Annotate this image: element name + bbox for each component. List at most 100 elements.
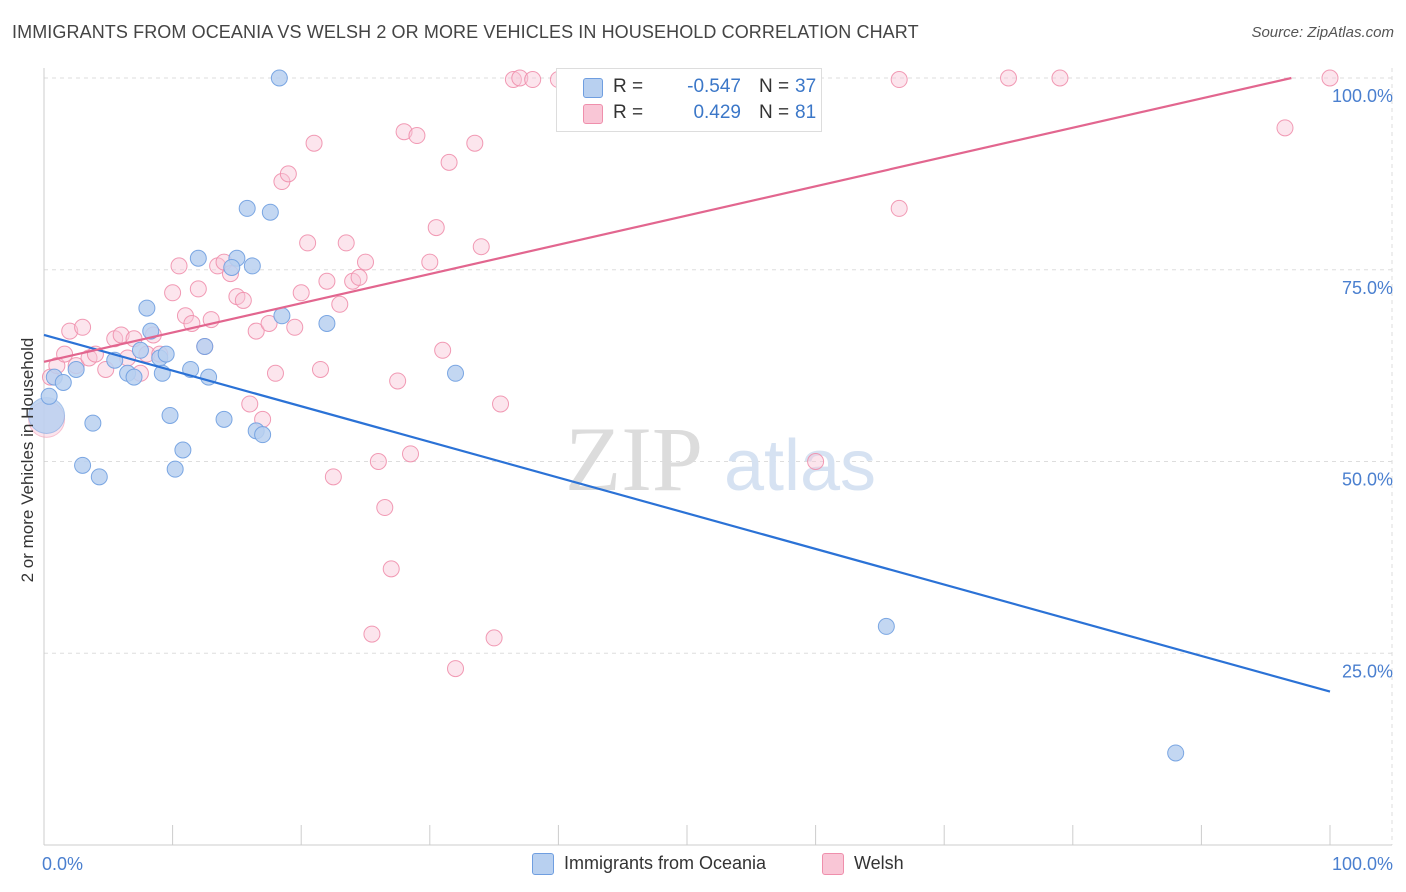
welsh-point [389,372,407,390]
oceania-point [84,414,102,432]
oceania-point [270,69,288,87]
oceania-point [54,373,72,391]
welsh-point [311,360,329,378]
welsh-point [112,326,130,344]
watermark-layer: ZIP atlas [565,408,876,510]
welsh-point [440,153,458,171]
oceania-point [223,258,241,276]
oceania-point [67,360,85,378]
welsh-point [402,445,420,463]
oceania-point [157,345,175,363]
welsh-point [382,560,400,578]
oceania-point [447,364,465,382]
oceania-point [877,617,895,635]
welsh-trend-line [43,76,1292,363]
oceania-point [215,410,233,428]
welsh-point [363,625,381,643]
welsh-point [357,253,374,271]
welsh-point [395,123,413,141]
welsh-point [427,219,445,237]
oceania-point [90,468,108,486]
welsh-point [241,395,259,413]
oceania-point [238,199,256,217]
oceania-point [196,337,214,355]
oceania-point [261,203,279,221]
welsh-point [369,453,387,470]
y-tick-label: 75.0% [1342,278,1393,298]
welsh-point [447,660,465,678]
welsh-point [492,395,510,413]
oceania-point [174,441,192,459]
oceania-point [243,257,261,275]
welsh-point [807,453,825,470]
stats-legend: R = -0.547 N = 37 R = 0.429 N = 81 [556,68,822,132]
welsh-point [292,284,310,302]
welsh-point [890,199,908,217]
oceania-swatch [583,78,603,98]
welsh-point [1321,69,1339,87]
welsh-point [331,295,349,313]
welsh-legend-swatch [822,853,844,875]
welsh-point [1051,69,1069,87]
x-tick-label: 0.0% [42,854,83,874]
watermark-zip: ZIP [565,408,703,510]
x-tick-label: 100.0% [1332,854,1393,874]
welsh-point [286,318,304,336]
source-credit: Source: ZipAtlas.com [1251,24,1394,41]
welsh-point [260,314,278,332]
tick-label-layer: 25.0% 50.0% 75.0% 100.0% 0.0% 100.0% [42,86,1393,874]
welsh-point [170,257,188,275]
oceania-point [318,314,336,332]
oceania-legend-label: Immigrants from Oceania [564,853,767,873]
oceania-trend-line [43,333,1331,693]
welsh-point [504,71,522,89]
y-tick-label: 25.0% [1342,661,1393,681]
welsh-point [324,468,342,486]
n-label: N = [759,102,790,123]
y-axis-label: 2 or more Vehicles in Household [18,337,37,583]
oceania-point [254,426,272,444]
oceania-point [142,322,160,340]
welsh-legend-label: Welsh [854,853,904,873]
oceania-point [166,460,184,478]
oceania-point [1167,744,1185,762]
y-tick-label: 100.0% [1332,86,1393,106]
welsh-point [511,69,529,87]
welsh-point [350,268,368,286]
welsh-point [1276,119,1294,137]
welsh-point [434,341,452,359]
welsh-point [376,499,394,517]
welsh-point [247,322,265,340]
welsh-point [299,234,317,252]
oceania-r-value: -0.547 [687,76,741,97]
welsh-point [524,71,542,89]
watermark-atlas: atlas [724,426,876,506]
oceania-point [161,406,179,424]
oceania-point [189,249,207,267]
oceania-point [74,456,92,474]
grid-layer [44,68,1393,845]
oceania-point [125,368,143,386]
oceania-point [131,341,149,359]
welsh-point [279,165,297,183]
n-label: N = [759,76,790,97]
oceania-legend-swatch [532,853,554,875]
welsh-point [472,238,490,256]
welsh-point [318,272,336,290]
welsh-point [890,71,908,89]
points-layer [28,69,1339,762]
oceania-point [273,307,291,325]
welsh-point [1000,69,1017,87]
welsh-point [408,127,426,145]
trend-layer [43,76,1331,693]
oceania-point [138,299,156,317]
welsh-point [485,629,503,647]
axis-layer [43,68,1392,846]
welsh-point [337,234,355,252]
oceania-n-value: 37 [795,76,817,97]
welsh-point [61,322,79,340]
welsh-point [74,318,92,336]
oceania-point [40,387,58,405]
welsh-point [164,284,182,302]
